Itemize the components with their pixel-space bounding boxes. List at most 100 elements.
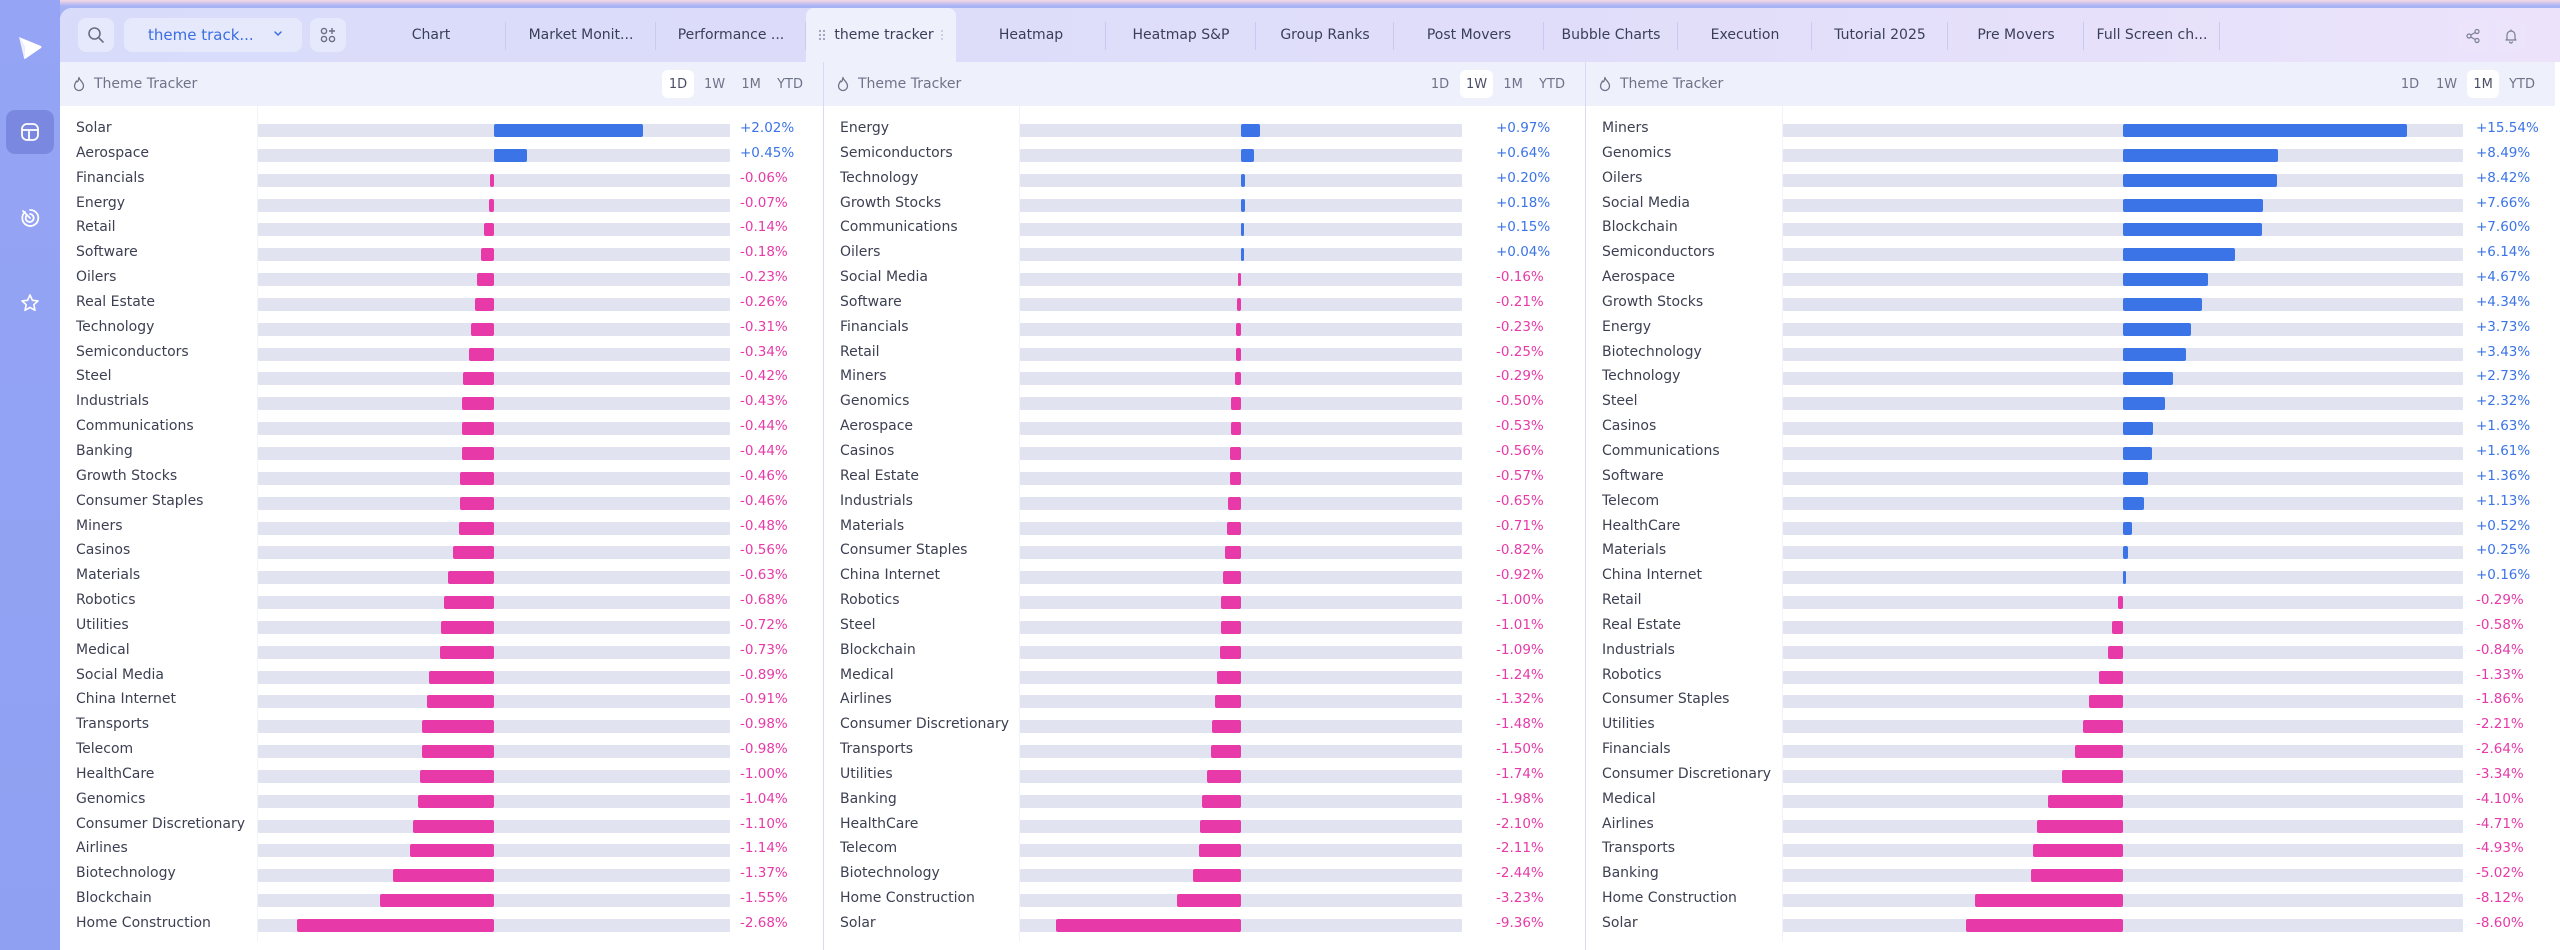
theme-row[interactable]: Social Media -0.16% [824,267,1585,292]
theme-row[interactable]: Genomics -0.50% [824,391,1585,416]
theme-row[interactable]: Genomics -1.04% [60,789,823,814]
theme-row[interactable]: Biotechnology -2.44% [824,863,1585,888]
theme-row[interactable]: Communications -0.44% [60,416,823,441]
theme-row[interactable]: Miners -0.48% [60,516,823,541]
theme-row[interactable]: Retail -0.25% [824,342,1585,367]
theme-row[interactable]: Robotics -1.00% [824,590,1585,615]
theme-row[interactable]: Growth Stocks +4.34% [1586,292,2555,317]
tab-pre-movers[interactable]: Pre Movers [1948,8,2084,62]
theme-row[interactable]: China Internet -0.92% [824,565,1585,590]
sidebar-item-layout[interactable] [6,110,54,154]
theme-row[interactable]: Utilities -1.74% [824,764,1585,789]
theme-row[interactable]: Airlines -1.14% [60,838,823,863]
theme-row[interactable]: Solar -8.60% [1586,913,2555,938]
theme-row[interactable]: Telecom -2.11% [824,838,1585,863]
theme-row[interactable]: Semiconductors +6.14% [1586,242,2555,267]
theme-row[interactable]: Genomics +8.49% [1586,143,2555,168]
theme-row[interactable]: Steel +2.32% [1586,391,2555,416]
sidebar-item-radar[interactable] [6,196,54,240]
theme-row[interactable]: Steel -0.42% [60,366,823,391]
theme-row[interactable]: Software -0.21% [824,292,1585,317]
theme-row[interactable]: Robotics -1.33% [1586,665,2555,690]
theme-row[interactable]: Oilers +8.42% [1586,168,2555,193]
theme-row[interactable]: Banking -1.98% [824,789,1585,814]
theme-row[interactable]: Home Construction -2.68% [60,913,823,938]
tab-performance[interactable]: Performance ... [656,8,806,62]
theme-row[interactable]: Real Estate -0.57% [824,466,1585,491]
theme-row[interactable]: Growth Stocks +0.18% [824,193,1585,218]
theme-row[interactable]: Medical -0.73% [60,640,823,665]
theme-row[interactable]: Energy +0.97% [824,118,1585,143]
period-button-1m[interactable]: 1M [1503,76,1523,92]
period-button-ytd[interactable]: YTD [777,76,803,92]
theme-row[interactable]: Energy +3.73% [1586,317,2555,342]
theme-row[interactable]: Airlines -4.71% [1586,814,2555,839]
theme-row[interactable]: China Internet -0.91% [60,689,823,714]
theme-row[interactable]: Real Estate -0.58% [1586,615,2555,640]
tab-bubble-charts[interactable]: Bubble Charts [1544,8,1678,62]
theme-row[interactable]: Casinos -0.56% [824,441,1585,466]
theme-row[interactable]: Growth Stocks -0.46% [60,466,823,491]
drag-handle-icon[interactable] [818,28,826,42]
notifications-button[interactable] [2496,20,2526,52]
tab-post-movers[interactable]: Post Movers [1394,8,1544,62]
theme-row[interactable]: Real Estate -0.26% [60,292,823,317]
tab-heatmap-sp[interactable]: Heatmap S&P [1106,8,1256,62]
period-button-1d[interactable]: 1D [1430,76,1450,92]
theme-row[interactable]: Solar -9.36% [824,913,1585,938]
theme-row[interactable]: Blockchain -1.55% [60,888,823,913]
theme-row[interactable]: Blockchain +7.60% [1586,217,2555,242]
layout-dropdown[interactable]: theme track... [124,18,302,52]
theme-row[interactable]: Social Media -0.89% [60,665,823,690]
tab-chart[interactable]: Chart [356,8,506,62]
theme-row[interactable]: Software -0.18% [60,242,823,267]
theme-row[interactable]: Consumer Discretionary -3.34% [1586,764,2555,789]
tab-market-monitor[interactable]: Market Monit... [506,8,656,62]
theme-row[interactable]: Retail -0.29% [1586,590,2555,615]
period-button-ytd[interactable]: YTD [2509,76,2535,92]
tab-theme-tracker[interactable]: theme tracker [806,8,956,62]
theme-row[interactable]: Airlines -1.32% [824,689,1585,714]
theme-row[interactable]: Retail -0.14% [60,217,823,242]
theme-row[interactable]: Transports -0.98% [60,714,823,739]
theme-row[interactable]: Social Media +7.66% [1586,193,2555,218]
theme-row[interactable]: HealthCare -1.00% [60,764,823,789]
theme-row[interactable]: Consumer Discretionary -1.48% [824,714,1585,739]
theme-row[interactable]: Biotechnology -1.37% [60,863,823,888]
theme-row[interactable]: Materials -0.71% [824,516,1585,541]
sidebar-item-favorites[interactable] [6,281,54,325]
theme-row[interactable]: Transports -1.50% [824,739,1585,764]
theme-row[interactable]: Telecom +1.13% [1586,491,2555,516]
search-button[interactable] [78,18,114,52]
theme-row[interactable]: Communications +1.61% [1586,441,2555,466]
theme-row[interactable]: Home Construction -8.12% [1586,888,2555,913]
theme-row[interactable]: Utilities -2.21% [1586,714,2555,739]
theme-row[interactable]: Banking -0.44% [60,441,823,466]
tab-menu-icon[interactable] [940,28,944,42]
theme-row[interactable]: Materials -0.63% [60,565,823,590]
theme-row[interactable]: China Internet +0.16% [1586,565,2555,590]
theme-row[interactable]: Industrials -0.65% [824,491,1585,516]
theme-row[interactable]: Industrials -0.43% [60,391,823,416]
theme-row[interactable]: Technology +0.20% [824,168,1585,193]
period-button-1w[interactable]: 1W [1459,70,1494,98]
theme-row[interactable]: Casinos +1.63% [1586,416,2555,441]
theme-row[interactable]: Financials -0.23% [824,317,1585,342]
theme-row[interactable]: Aerospace -0.53% [824,416,1585,441]
theme-row[interactable]: Solar +2.02% [60,118,823,143]
theme-row[interactable]: Software +1.36% [1586,466,2555,491]
play-logo-icon[interactable] [16,33,44,61]
tab-execution[interactable]: Execution [1678,8,1812,62]
theme-row[interactable]: Telecom -0.98% [60,739,823,764]
theme-row[interactable]: HealthCare +0.52% [1586,516,2555,541]
theme-row[interactable]: Miners -0.29% [824,366,1585,391]
theme-row[interactable]: Aerospace +4.67% [1586,267,2555,292]
period-button-1d[interactable]: 1D [2400,76,2420,92]
theme-row[interactable]: Semiconductors +0.64% [824,143,1585,168]
theme-row[interactable]: Technology +2.73% [1586,366,2555,391]
theme-row[interactable]: Consumer Discretionary -1.10% [60,814,823,839]
tab-heatmap[interactable]: Heatmap [956,8,1106,62]
theme-row[interactable]: Medical -4.10% [1586,789,2555,814]
period-button-1m[interactable]: 1M [741,76,761,92]
theme-row[interactable]: Consumer Staples -0.46% [60,491,823,516]
